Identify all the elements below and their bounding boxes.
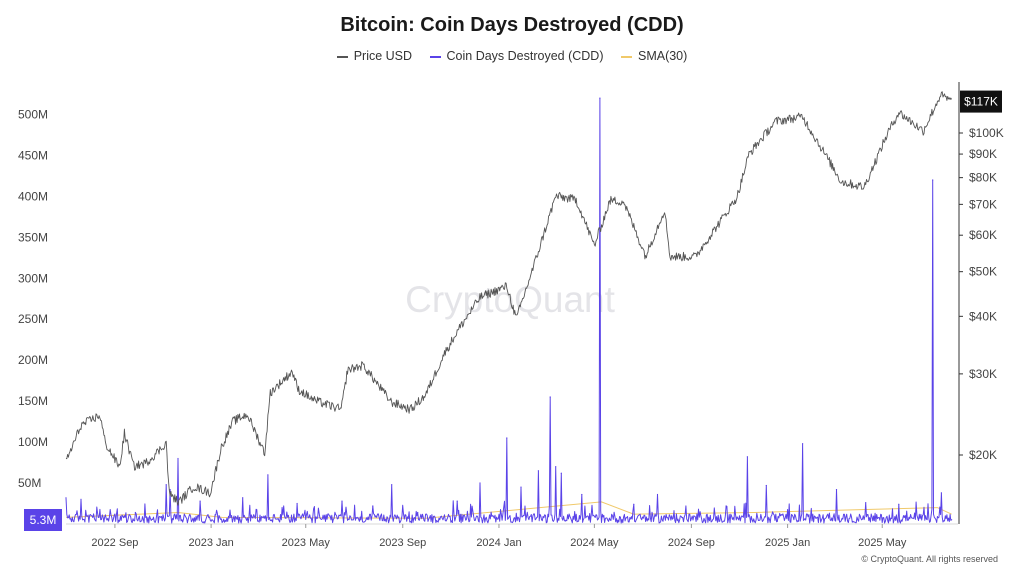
value-badges: $117K 5.3M [24, 90, 1002, 531]
price-badge [960, 90, 1002, 113]
cdd-spike-20 [555, 466, 557, 468]
cdd-spike-23 [599, 97, 601, 99]
x-tick-label-6: 2024 Sep [668, 537, 715, 549]
cdd-spike-27 [725, 505, 727, 507]
legend-item-cdd[interactable]: Coin Days Destroyed (CDD) [429, 49, 604, 63]
left-tick-label-4: 250M [18, 312, 48, 326]
legend-swatch-price [336, 55, 348, 58]
x-tick-label-7: 2025 Jan [765, 537, 810, 549]
legend-label-cdd: Coin Days Destroyed (CDD) [446, 49, 604, 63]
cdd-spike-11 [372, 505, 374, 507]
left-tick-label-8: 450M [18, 148, 48, 162]
left-tick-label-0: 50M [18, 476, 41, 490]
chart-title: Bitcoin: Coin Days Destroyed (CDD) [340, 14, 684, 36]
left-tick-label-2: 150M [18, 394, 48, 408]
x-tick-label-8: 2025 May [858, 537, 907, 549]
cdd-spike-6 [199, 500, 201, 502]
cdd-spike-12 [391, 484, 393, 486]
right-tick-label-6: $80K [969, 171, 997, 185]
price-badge-label: $117K [964, 95, 998, 109]
cdd-spike-18 [537, 470, 540, 472]
cdd-spike-29 [765, 484, 767, 487]
cdd-spike-28 [746, 456, 749, 458]
cdd-spike-30 [802, 443, 804, 445]
cdd-spike-0 [65, 497, 67, 499]
cdd-series [65, 97, 953, 524]
cdd-spike-13 [417, 511, 419, 514]
cdd-spike-36 [951, 519, 953, 521]
right-tick-label-3: $50K [969, 265, 997, 279]
legend-swatch-cdd [429, 55, 441, 58]
left-tick-label-5: 300M [18, 271, 48, 285]
cdd-spike-2 [134, 511, 136, 514]
left-tick-label-3: 200M [18, 353, 48, 367]
right-tick-label-0: $20K [969, 448, 997, 462]
chart-legend: Price USD Coin Days Destroyed (CDD) SMA(… [0, 49, 1024, 63]
cdd-spike-34 [932, 179, 934, 181]
cdd-spike-22 [581, 493, 583, 496]
cdd-spike-4 [169, 489, 171, 491]
cdd-badge-label: 5.3M [30, 513, 57, 527]
left-tick-label-7: 400M [18, 189, 48, 203]
x-tick-label-1: 2023 Jan [188, 537, 233, 549]
legend-label-sma: SMA(30) [637, 49, 688, 63]
cdd-spike-10 [341, 500, 343, 502]
cdd-spike-1 [80, 498, 82, 500]
cdd-spike-16 [506, 437, 508, 439]
cdd-badge [24, 509, 62, 531]
right-tick-label-1: $30K [969, 367, 997, 381]
cdd-spike-32 [865, 502, 867, 504]
cdd-spike-35 [940, 492, 943, 494]
cdd-line [65, 97, 952, 524]
legend-item-sma[interactable]: SMA(30) [620, 49, 688, 63]
cdd-spike-25 [656, 493, 659, 496]
x-tick-label-3: 2023 Sep [379, 537, 426, 549]
cdd-spike-15 [479, 482, 481, 484]
cdd-spike-17 [520, 486, 522, 488]
cdd-spike-5 [177, 457, 179, 460]
right-tick-label-7: $90K [969, 147, 997, 161]
cdd-spike-8 [267, 474, 269, 476]
legend-swatch-sma [620, 55, 632, 58]
cdd-spike-31 [835, 489, 838, 491]
sma-series [65, 501, 952, 519]
cdd-spike-33 [898, 503, 900, 505]
cdd-spike-3 [165, 484, 167, 486]
x-tick-label-0: 2022 Sep [91, 537, 138, 549]
cdd-spike-21 [560, 472, 562, 474]
cdd-spike-9 [296, 502, 298, 505]
cdd-spike-7 [242, 497, 244, 499]
right-tick-label-2: $40K [969, 309, 997, 323]
right-tick-label-5: $70K [969, 197, 997, 211]
cdd-spike-24 [633, 503, 635, 505]
left-tick-label-1: 100M [18, 435, 48, 449]
left-tick-label-9: 500M [18, 108, 48, 122]
cdd-spike-26 [673, 510, 675, 512]
cdd-spike-19 [549, 396, 551, 398]
x-tick-label-4: 2024 Jan [476, 537, 521, 549]
x-tick-label-2: 2023 May [282, 537, 331, 549]
left-tick-label-6: 350M [18, 230, 48, 244]
legend-label-price: Price USD [353, 49, 413, 63]
price-line [65, 91, 952, 506]
axes: 2022 Sep 2023 Jan 2023 May 2023 Sep 2024 Jan… [18, 82, 1004, 549]
legend-item-price[interactable]: Price USD [336, 49, 413, 63]
right-tick-label-8: $100K [969, 126, 1004, 140]
sma-line [65, 501, 952, 519]
right-tick-label-4: $60K [969, 228, 997, 242]
copyright-text: © CryptoQuant. All rights reserved [861, 554, 998, 564]
x-tick-label-5: 2024 May [570, 537, 619, 549]
price-series [65, 91, 952, 506]
cdd-spike-14 [456, 500, 458, 502]
